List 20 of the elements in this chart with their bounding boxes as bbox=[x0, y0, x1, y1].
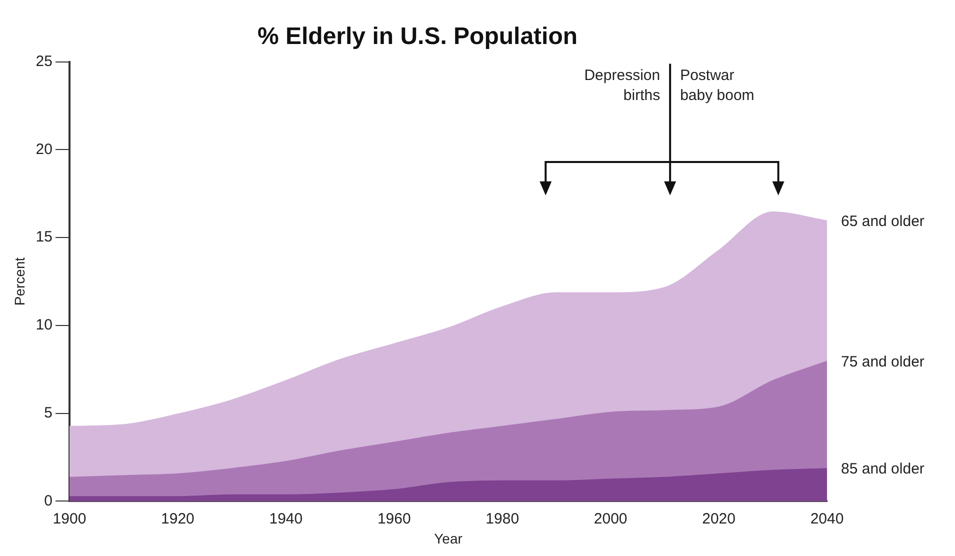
x-tick-label: 2040 bbox=[810, 510, 844, 528]
y-tick-label: 15 bbox=[36, 228, 52, 246]
x-tick-label: 2020 bbox=[702, 510, 736, 528]
y-tick-label: 10 bbox=[36, 316, 52, 334]
y-tick-label: 0 bbox=[44, 492, 52, 510]
series-label: 65 and older bbox=[841, 212, 924, 230]
series-label: 75 and older bbox=[841, 353, 924, 370]
y-tick-label: 5 bbox=[44, 404, 52, 422]
x-tick-label: 1960 bbox=[377, 510, 411, 528]
x-tick-label: 1940 bbox=[269, 510, 303, 528]
x-tick-label: 1920 bbox=[161, 510, 194, 528]
y-tick-label: 25 bbox=[36, 52, 52, 70]
y-axis-title: Percent bbox=[11, 257, 28, 306]
y-tick-label: 20 bbox=[36, 140, 52, 158]
series-label: 85 and older bbox=[841, 460, 924, 478]
x-tick-label: 2000 bbox=[594, 510, 628, 528]
x-axis-title: Year bbox=[434, 530, 463, 546]
chart-title: % Elderly in U.S. Population bbox=[257, 23, 578, 50]
x-tick-label: 1980 bbox=[486, 510, 520, 528]
x-tick-label: 1900 bbox=[52, 510, 86, 528]
